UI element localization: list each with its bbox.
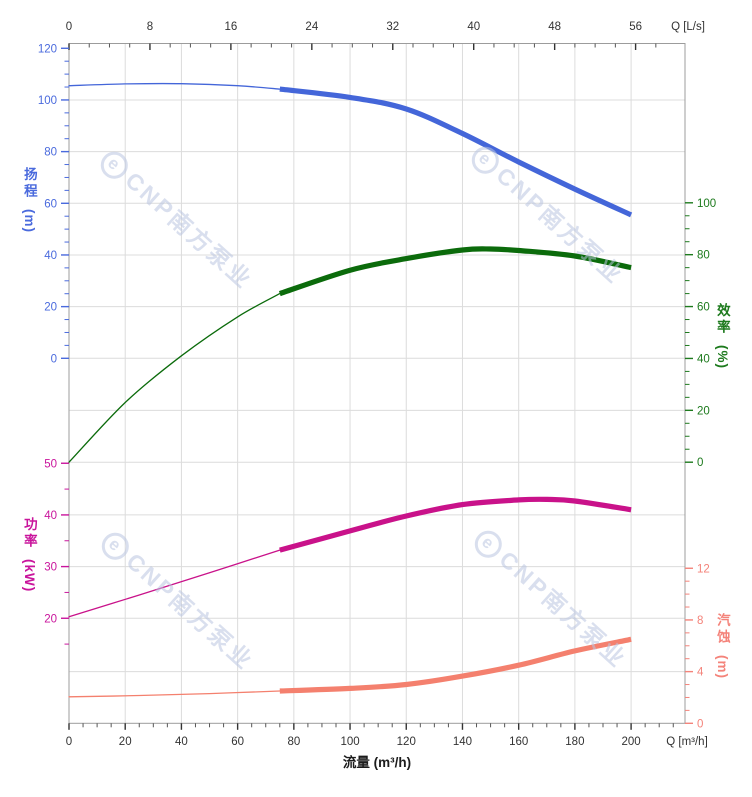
x-tick-label: 0 <box>66 736 72 748</box>
head-tick-label: 60 <box>44 198 57 210</box>
npsh-axis-title-text: 汽蚀 <box>714 613 730 646</box>
npsh-tick-label: 0 <box>697 718 703 730</box>
x-tick-label: 80 <box>287 736 300 748</box>
power-tick-label: 40 <box>44 510 57 522</box>
npsh-curve-thick <box>279 636 632 694</box>
head-axis-title-text: 扬程 <box>21 167 37 200</box>
x-tick-label: 180 <box>565 736 584 748</box>
head-tick-label: 0 <box>51 353 57 365</box>
x-tick-label: 140 <box>453 736 472 748</box>
npsh-tick-label: 12 <box>697 563 710 575</box>
x-top-tick-label: 16 <box>224 21 237 33</box>
x-bottom-unit-label: Q [m³/h] <box>666 736 708 748</box>
efficiency-axis-title-text: 效率 <box>714 303 730 336</box>
x-top-tick-label: 56 <box>629 21 642 33</box>
power-axis-unit: (kW) <box>21 559 37 593</box>
x-tick-label: 160 <box>509 736 528 748</box>
npsh-tick-label: 4 <box>697 667 704 679</box>
efficiency-tick-label: 100 <box>697 198 716 210</box>
efficiency-tick-label: 0 <box>697 457 703 469</box>
x-tick-label: 60 <box>231 736 244 748</box>
head-axis-unit: (m) <box>21 209 37 233</box>
head-curve-thick <box>279 86 633 218</box>
x-top-tick-label: 0 <box>66 21 72 33</box>
x-top-tick-label: 32 <box>386 21 399 33</box>
efficiency-tick-label: 40 <box>697 353 710 365</box>
head-curve-thin <box>68 82 281 90</box>
x-tick-label: 120 <box>397 736 416 748</box>
head-tick-label: 100 <box>38 95 57 107</box>
power-tick-label: 50 <box>44 458 57 470</box>
power-axis-title-text: 功率 <box>21 517 37 550</box>
plot-border <box>68 43 686 724</box>
efficiency-axis-unit: (%) <box>714 345 730 369</box>
head-tick-label: 80 <box>44 147 57 159</box>
x-axis-title: 流量 (m³/h) <box>342 755 412 770</box>
power-tick-label: 20 <box>44 613 57 625</box>
x-tick-label: 20 <box>119 736 132 748</box>
x-tick-label: 100 <box>340 736 359 748</box>
x-top-tick-label: 40 <box>467 21 480 33</box>
npsh-curve-thin <box>68 690 281 698</box>
efficiency-tick-label: 80 <box>697 250 710 262</box>
efficiency-curve-thick <box>278 246 632 297</box>
npsh-axis-unit: (m) <box>714 655 730 679</box>
efficiency-tick-label: 60 <box>697 302 710 314</box>
efficiency-tick-label: 20 <box>697 405 710 417</box>
power-axis-title: 功率 (kW) <box>21 517 37 593</box>
npsh-tick-label: 8 <box>697 615 703 627</box>
power-tick-label: 30 <box>44 562 57 574</box>
head-axis-title: 扬程 (m) <box>21 167 37 233</box>
head-tick-label: 120 <box>38 43 57 55</box>
power-curve-thin <box>68 549 281 618</box>
x-top-unit-label: Q [L/s] <box>671 21 705 33</box>
npsh-axis-title: 汽蚀 (m) <box>714 613 730 679</box>
power-curve-thick <box>279 496 632 553</box>
x-tick-label: 40 <box>175 736 188 748</box>
x-tick-label: 200 <box>622 736 641 748</box>
head-tick-label: 40 <box>44 250 57 262</box>
x-top-tick-label: 8 <box>147 21 153 33</box>
x-top-tick-label: 48 <box>548 21 561 33</box>
efficiency-curve-thin <box>68 292 281 463</box>
x-top-tick-label: 24 <box>305 21 318 33</box>
efficiency-axis-title: 效率 (%) <box>714 303 730 369</box>
head-tick-label: 20 <box>44 302 57 314</box>
